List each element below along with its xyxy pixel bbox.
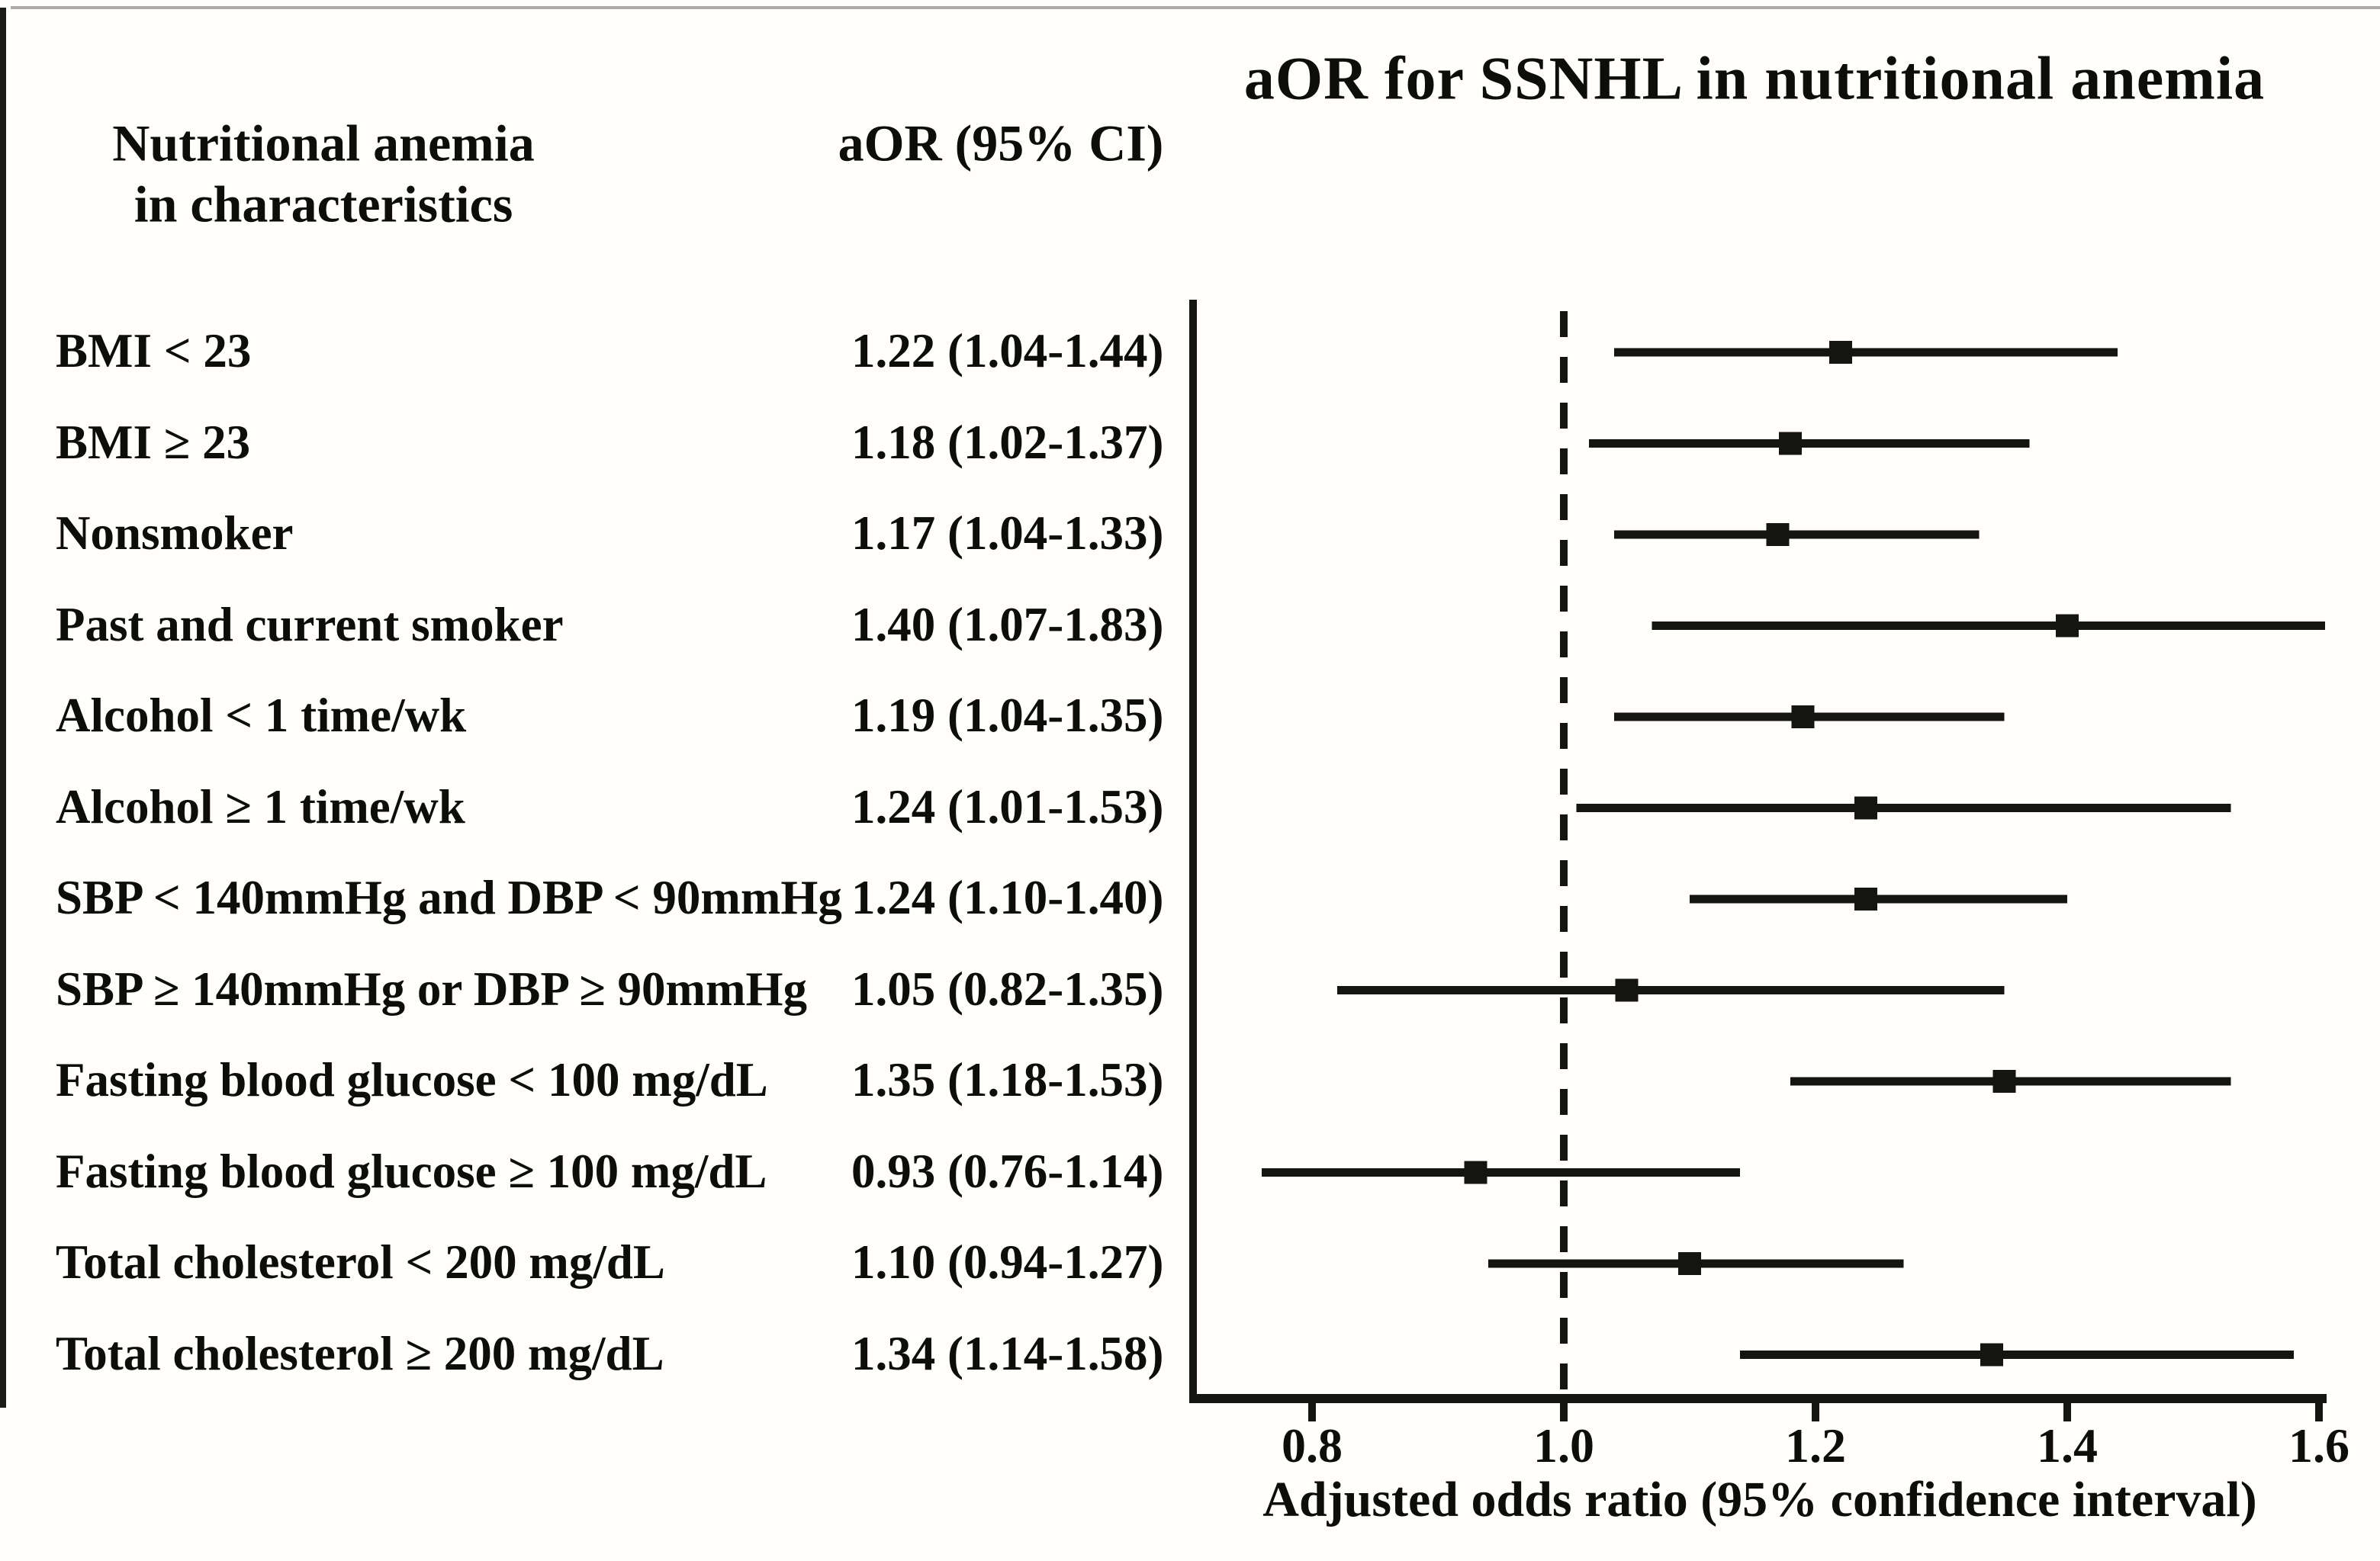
x-axis-tick-label: 1.0 bbox=[1533, 1418, 1594, 1473]
x-axis-tick-label: 1.2 bbox=[1785, 1418, 1846, 1473]
row-label: SBP < 140mmHg and DBP < 90mmHg bbox=[56, 871, 842, 925]
point-marker bbox=[1854, 888, 1877, 911]
point-marker bbox=[1854, 796, 1877, 820]
column-header-aor-ci: aOR (95% CI) bbox=[838, 114, 1164, 172]
x-axis-tick-label: 0.8 bbox=[1282, 1418, 1343, 1473]
row-ci-value: 1.40 (1.07-1.83) bbox=[851, 597, 1164, 651]
row-label: Alcohol < 1 time/wk bbox=[56, 689, 467, 743]
row-ci-value: 1.19 (1.04-1.35) bbox=[851, 689, 1164, 743]
x-axis-tick-label: 1.4 bbox=[2037, 1418, 2098, 1473]
chart-title: aOR for SSNHL in nutritional anemia bbox=[1243, 45, 2266, 113]
row-label: Past and current smoker bbox=[56, 597, 564, 651]
row-label: SBP ≥ 140mmHg or DBP ≥ 90mmHg bbox=[56, 962, 807, 1016]
row-label: BMI ≥ 23 bbox=[56, 415, 251, 469]
row-label: Total cholesterol < 200 mg/dL bbox=[56, 1235, 665, 1290]
row-ci-value: 1.05 (0.82-1.35) bbox=[851, 962, 1164, 1016]
row-label: Alcohol ≥ 1 time/wk bbox=[56, 779, 465, 833]
column-header-characteristics-line2: in characteristics bbox=[133, 175, 513, 233]
row-ci-value: 1.24 (1.01-1.53) bbox=[851, 779, 1164, 833]
figure-left-border bbox=[0, 8, 6, 1408]
row-label: Nonsmoker bbox=[56, 506, 294, 560]
point-marker bbox=[1980, 1343, 2003, 1367]
point-marker bbox=[1766, 523, 1790, 546]
x-axis-label: Adjusted odds ratio (95% confidence inte… bbox=[1262, 1472, 2257, 1527]
point-marker bbox=[1615, 978, 1639, 1002]
row-ci-value: 1.34 (1.14-1.58) bbox=[851, 1326, 1164, 1380]
x-axis-tick-label: 1.6 bbox=[2288, 1418, 2349, 1473]
row-ci-value: 1.17 (1.04-1.33) bbox=[851, 506, 1164, 560]
point-marker bbox=[1791, 705, 1815, 728]
point-marker bbox=[1779, 432, 1802, 455]
row-label: Total cholesterol ≥ 200 mg/dL bbox=[56, 1326, 664, 1380]
figure-top-border bbox=[11, 6, 2380, 9]
point-marker bbox=[1464, 1161, 1488, 1184]
row-ci-value: 1.35 (1.18-1.53) bbox=[851, 1053, 1164, 1107]
row-label: Fasting blood glucose ≥ 100 mg/dL bbox=[56, 1144, 767, 1198]
point-marker bbox=[2056, 614, 2079, 638]
point-marker bbox=[1829, 341, 1852, 364]
row-label: BMI < 23 bbox=[56, 324, 252, 378]
point-marker bbox=[1678, 1252, 1701, 1275]
row-ci-value: 1.24 (1.10-1.40) bbox=[851, 871, 1164, 925]
row-ci-value: 1.18 (1.02-1.37) bbox=[851, 415, 1164, 469]
row-ci-value: 1.10 (0.94-1.27) bbox=[851, 1235, 1164, 1290]
row-ci-value: 0.93 (0.76-1.14) bbox=[851, 1144, 1164, 1198]
point-marker bbox=[1992, 1070, 2016, 1093]
column-header-characteristics-line1: Nutritional anemia bbox=[112, 114, 535, 172]
row-ci-value: 1.22 (1.04-1.44) bbox=[851, 324, 1164, 378]
row-label: Fasting blood glucose < 100 mg/dL bbox=[56, 1053, 768, 1107]
